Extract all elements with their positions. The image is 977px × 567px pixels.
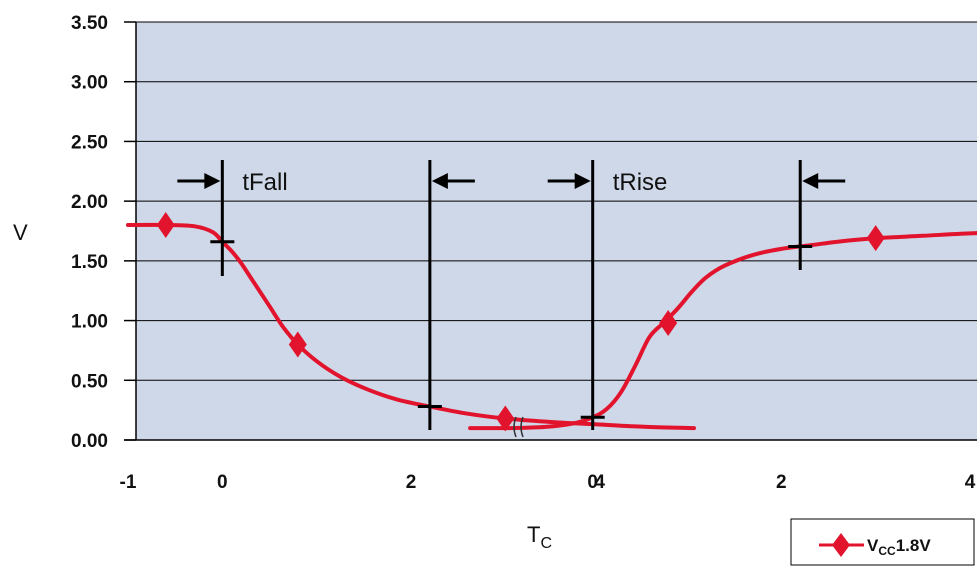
y-tick-label: 3.50 [71, 13, 108, 34]
y-tick-label: 1.00 [71, 312, 108, 333]
x-axis-title: TC [527, 522, 552, 552]
data-point [866, 225, 885, 252]
y-tick-label: 0.50 [71, 371, 108, 392]
x-tick-label: 4 [965, 472, 976, 493]
y-tick-label: 2.00 [71, 192, 108, 213]
series-line-rise [468, 231, 977, 431]
arrow-end-head [431, 173, 448, 189]
break-stroke-left [513, 416, 517, 438]
legend-box [790, 518, 975, 566]
series-line-fall [126, 222, 696, 431]
arrow-start-head [574, 173, 591, 189]
y-axis-title: V [13, 220, 28, 245]
x-tick-label: -1 [120, 472, 137, 493]
annotation-label-rise: tRise [613, 169, 668, 196]
break-stroke-right [520, 416, 524, 438]
legend: VCC1.8V [790, 518, 975, 566]
x-tick-label: 0 [587, 472, 598, 493]
x-tick-labels: -10240246 [120, 472, 976, 493]
y-tick-label: 1.50 [71, 252, 108, 273]
arrow-start-head [204, 173, 221, 189]
annotation-label-main: t [242, 169, 249, 196]
gridlines [124, 21, 977, 441]
series-vcc-1-8v [126, 212, 977, 432]
x-tick-label: 4 [594, 472, 605, 493]
legend-label-sub: CC [878, 544, 896, 558]
timing-annotations: tFall tRise [177, 160, 846, 430]
legend-label: VCC1.8V [867, 536, 931, 558]
axis-break-mark [513, 416, 524, 438]
annotation-label-sub: Fall [249, 169, 288, 196]
y-tick-label: 3.00 [71, 73, 108, 94]
x-axis-title-main: T [527, 522, 540, 547]
arrow-end-head [802, 173, 819, 189]
data-point [156, 212, 175, 239]
data-point [659, 309, 678, 336]
data-point [496, 405, 515, 432]
annotation-label-main: t [613, 169, 620, 196]
annotation-label-fall: tFall [242, 169, 287, 196]
y-tick-label: 0.00 [71, 431, 108, 452]
y-tick-labels: 0.00 0.50 1.00 1.50 2.00 2.50 3.00 3.50 [71, 13, 108, 452]
legend-marker [832, 533, 850, 557]
plot-area [136, 22, 977, 440]
y-tick-label: 2.50 [71, 132, 108, 153]
x-axis-title-sub: C [540, 535, 552, 552]
data-point [288, 331, 307, 358]
annotation-label-sub: Rise [619, 169, 667, 196]
x-tick-label: 2 [406, 472, 417, 493]
legend-label-main: V [867, 536, 879, 555]
x-tick-label: 0 [217, 472, 228, 493]
legend-label-suffix: 1.8V [896, 536, 932, 555]
x-tick-label: 2 [776, 472, 787, 493]
